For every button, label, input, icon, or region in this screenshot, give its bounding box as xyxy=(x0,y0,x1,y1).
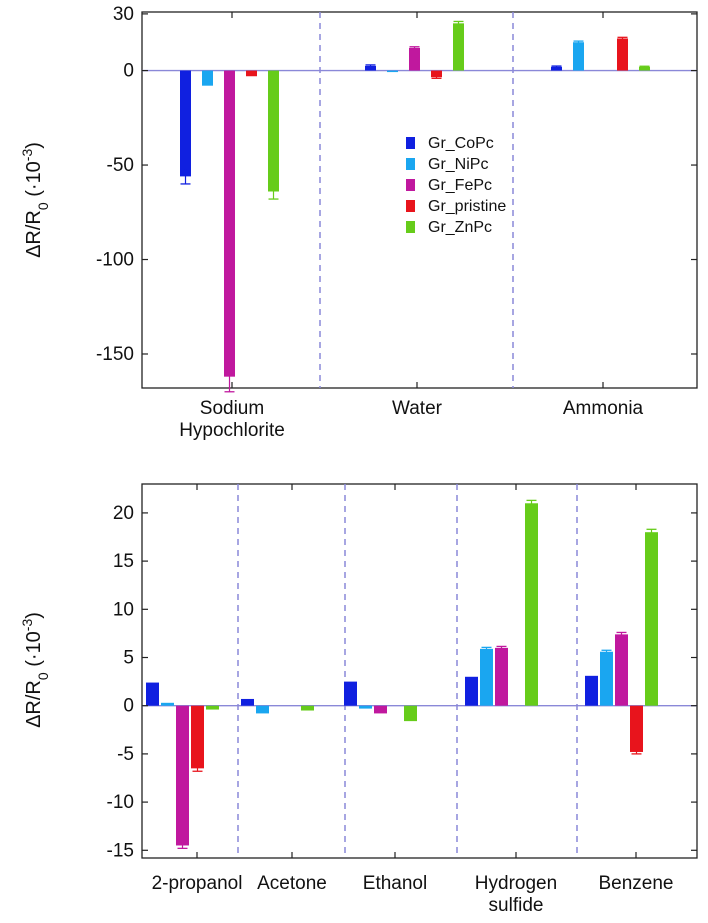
bar-gr-znpc xyxy=(453,23,464,71)
bar-gr-nipc xyxy=(387,70,398,73)
bar-gr-nipc xyxy=(202,70,213,86)
plot-frame-bottom xyxy=(141,483,698,859)
category-label: Ethanol xyxy=(363,873,427,894)
category-label: Sodium xyxy=(200,398,264,419)
y-axis-title-top: ΔR/R0 (·10-3) xyxy=(19,142,51,258)
bar-gr-copc xyxy=(344,681,357,706)
bar-gr-pristine xyxy=(191,705,204,769)
legend-swatch xyxy=(406,179,415,191)
bar-gr-copc xyxy=(551,66,562,71)
legend-swatch xyxy=(406,137,415,149)
legend-entry: Gr_pristine xyxy=(428,198,506,215)
y-tick-label: 10 xyxy=(113,599,134,620)
bar-gr-znpc xyxy=(268,70,279,192)
legend-swatch xyxy=(406,200,415,212)
chart-panel-bottom: 20 15 10 5 0 -5 -10 -15 2-propanol Acetone Ethano… xyxy=(19,483,698,916)
y-tick-label: -15 xyxy=(107,840,134,861)
legend-entry: Gr_FePc xyxy=(428,177,492,194)
bar-gr-znpc xyxy=(639,66,650,71)
category-label: Benzene xyxy=(598,873,673,894)
bar-gr-pristine xyxy=(617,38,628,71)
bar-gr-pristine xyxy=(431,70,442,78)
legend-entry: Gr_CoPc xyxy=(428,135,494,152)
category-label: 2-propanol xyxy=(152,873,243,894)
category-label: Ammonia xyxy=(563,398,644,419)
bar-gr-copc xyxy=(365,65,376,71)
y-tick-label: 0 xyxy=(123,696,134,717)
bar-gr-fepc xyxy=(495,647,508,706)
bar-gr-nipc xyxy=(573,42,584,71)
bar-gr-copc xyxy=(180,70,191,177)
bar-gr-fepc xyxy=(409,47,420,71)
legend-swatch xyxy=(406,221,415,233)
bar-gr-fepc xyxy=(224,70,235,377)
category-label: Water xyxy=(392,398,443,419)
bar-gr-fepc xyxy=(176,705,189,846)
bar-gr-copc xyxy=(146,682,159,706)
y-tick-label: -150 xyxy=(96,344,134,365)
bar-gr-nipc xyxy=(161,702,174,706)
plot-frame-top xyxy=(141,11,698,389)
category-label: Hydrogen xyxy=(475,873,557,894)
y-tick-label: 15 xyxy=(113,551,134,572)
bar-gr-znpc xyxy=(301,705,314,711)
category-label: Hypochlorite xyxy=(179,420,285,441)
bar-gr-copc xyxy=(465,676,478,706)
bar-gr-nipc xyxy=(480,648,493,706)
category-label: Acetone xyxy=(257,873,327,894)
bar-gr-znpc xyxy=(206,705,219,710)
y-tick-label: 5 xyxy=(123,648,134,669)
bar-gr-znpc xyxy=(404,705,417,722)
y-tick-label: 30 xyxy=(113,4,134,25)
legend: Gr_CoPc Gr_NiPc Gr_FePc Gr_pristine Gr_ZnPc xyxy=(406,135,506,236)
bar-gr-pristine xyxy=(246,70,257,77)
y-axis-title-bottom: ΔR/R0 (·10-3) xyxy=(19,612,51,728)
bar-gr-nipc xyxy=(600,651,613,706)
bar-gr-copc xyxy=(241,698,254,706)
bar-gr-nipc xyxy=(359,705,372,709)
bar-gr-fepc xyxy=(374,705,387,714)
bar-gr-znpc xyxy=(525,503,538,706)
y-tick-label: -10 xyxy=(107,792,134,813)
y-tick-label: -100 xyxy=(96,250,134,271)
category-label: sulfide xyxy=(489,895,544,916)
y-tick-label: -50 xyxy=(107,155,134,176)
y-tick-label: 20 xyxy=(113,503,134,524)
legend-entry: Gr_ZnPc xyxy=(428,219,492,236)
bar-gr-fepc xyxy=(615,634,628,706)
bar-gr-znpc xyxy=(645,532,658,706)
bar-gr-nipc xyxy=(256,705,269,714)
bar-gr-pristine xyxy=(630,705,643,752)
legend-swatch xyxy=(406,158,415,170)
legend-entry: Gr_NiPc xyxy=(428,156,488,173)
y-tick-label: 0 xyxy=(123,61,134,82)
bar-gr-copc xyxy=(585,675,598,706)
y-tick-label: -5 xyxy=(117,744,134,765)
